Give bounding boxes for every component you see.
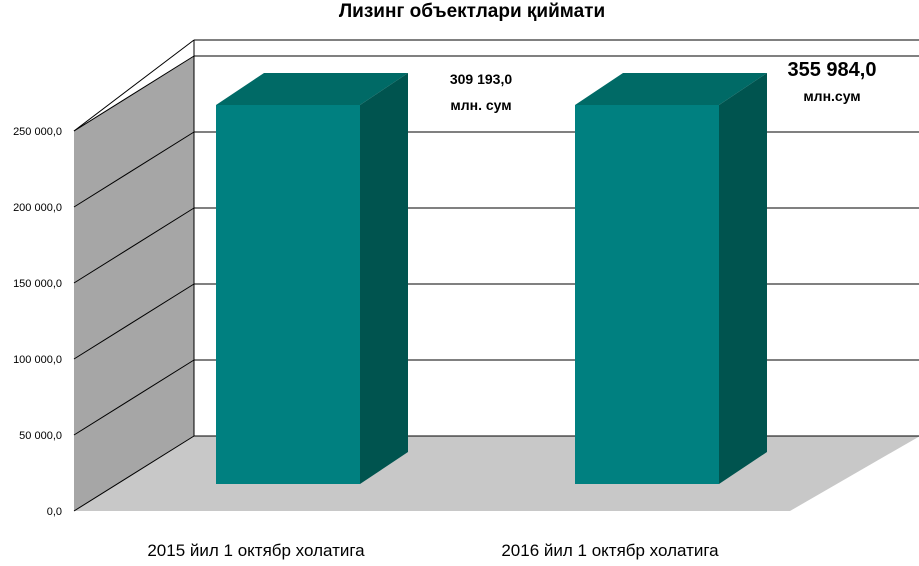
y-tick-label: 100 000,0 (13, 354, 62, 366)
bar-front (575, 105, 719, 484)
grid-line-side (73, 55, 195, 132)
x-axis-categories: 2015 йил 1 октябр холатига 2016 йил 1 окт… (147, 541, 719, 560)
value-label: 355 984,0 (788, 59, 877, 81)
unit-label: млн.сум (803, 88, 860, 104)
y-axis-ticks: 0,0 50 000,0 100 000,0 150 000,0 200 000,0 25… (13, 126, 62, 518)
x-category-label: 2015 йил 1 октябр холатига (147, 541, 365, 560)
y-tick-label: 250 000,0 (13, 126, 62, 138)
grid-line-side (73, 283, 195, 360)
bars (216, 73, 767, 484)
data-labels: 309 193,0 млн. сум 355 984,0 млн.сум (450, 59, 877, 113)
bar-top (216, 73, 408, 105)
bar-side (360, 73, 408, 484)
grid-line-side (73, 207, 195, 284)
floor (74, 436, 919, 511)
chart-title: Лизинг объектлари қиймати (339, 1, 605, 22)
unit-label: млн. сум (450, 97, 511, 113)
bar-top (575, 73, 767, 105)
side-wall (74, 56, 194, 511)
grid-line-side (73, 435, 195, 512)
y-tick-label: 0,0 (47, 506, 62, 518)
grid-line-side (73, 131, 195, 208)
y-tick-label: 200 000,0 (13, 202, 62, 214)
x-category-label: 2016 йил 1 октябр холатига (501, 541, 719, 560)
bar-front (216, 105, 360, 484)
y-tick-label: 150 000,0 (13, 278, 62, 290)
value-label: 309 193,0 (450, 71, 512, 87)
y-tick-label: 50 000,0 (19, 430, 62, 442)
bar-side (719, 73, 767, 484)
side-wall-top (73, 39, 195, 132)
grid-line-side (73, 359, 195, 436)
